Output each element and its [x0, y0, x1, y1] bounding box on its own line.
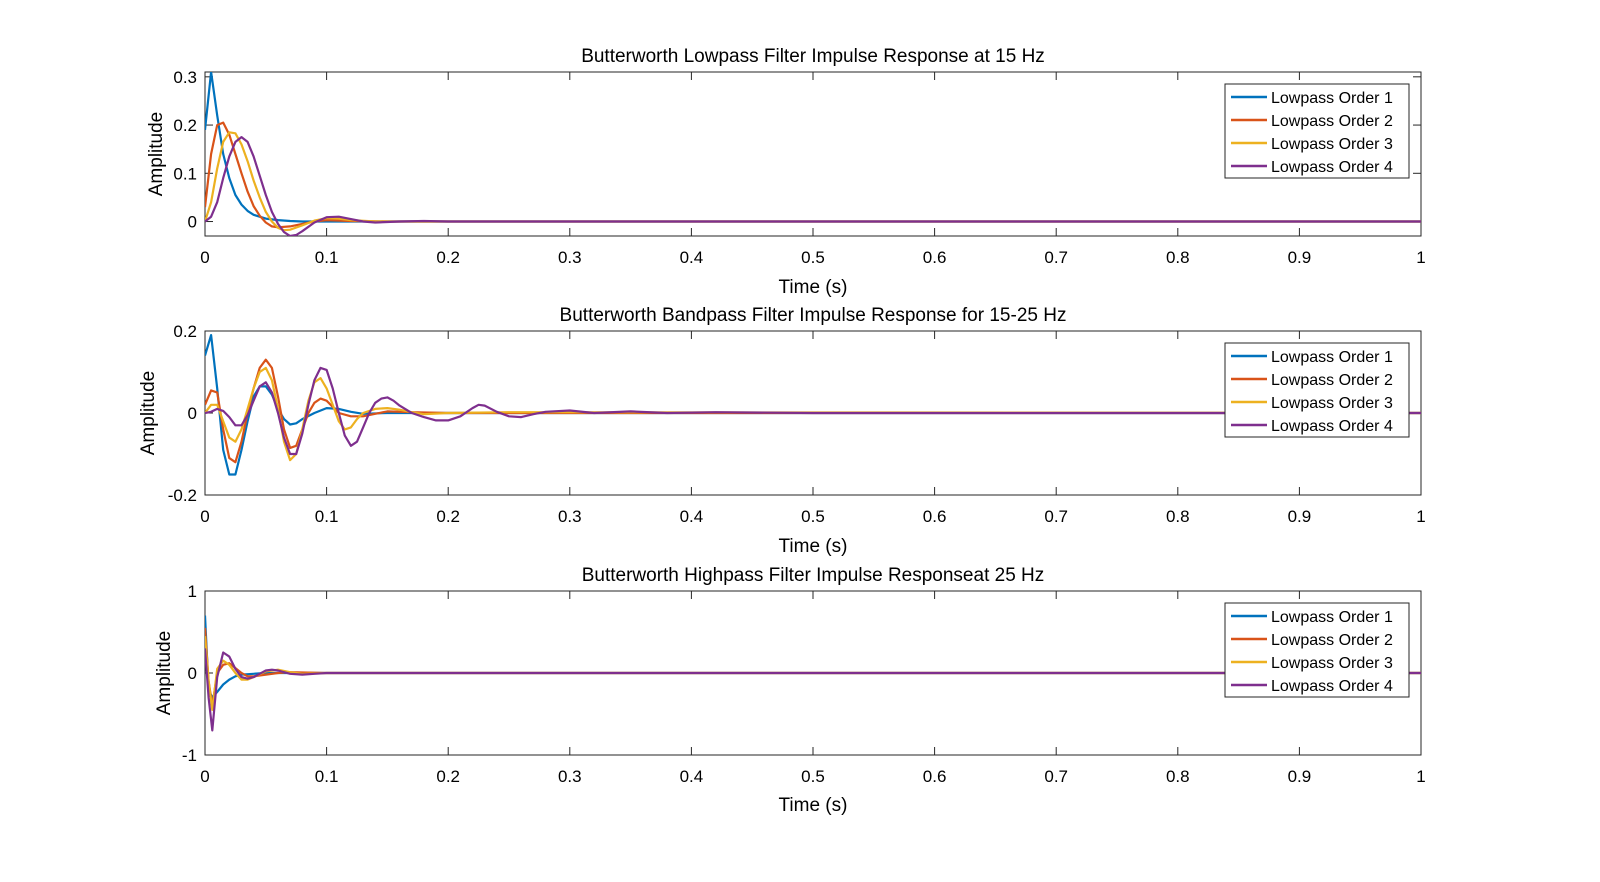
y-tick-label: 0.1	[173, 164, 197, 183]
legend-entry-label: Lowpass Order 2	[1271, 113, 1393, 130]
x-tick-label: 0.4	[680, 767, 704, 786]
x-tick-label: 0	[200, 767, 209, 786]
series-line-order-2	[205, 358, 1421, 464]
y-tick-label: 0.2	[173, 116, 197, 135]
legend-entry-label: Lowpass Order 4	[1271, 678, 1393, 695]
x-tick-label: 0.3	[558, 248, 582, 267]
x-tick-label: 1	[1416, 248, 1425, 267]
x-tick-label: 0.7	[1044, 248, 1068, 267]
x-axis-label: Time (s)	[779, 277, 848, 298]
chart-title: Butterworth Highpass Filter Impulse Resp…	[582, 565, 1045, 586]
x-tick-label: 0.3	[558, 507, 582, 526]
x-tick-label: 0.8	[1166, 507, 1190, 526]
x-tick-label: 0	[200, 248, 209, 267]
x-tick-label: 0.2	[436, 767, 460, 786]
legend-entry-label: Lowpass Order 2	[1271, 372, 1393, 389]
x-tick-label: 0.1	[315, 767, 339, 786]
plot-area	[204, 71, 1422, 237]
y-axis-label: Amplitude	[138, 371, 159, 456]
y-tick-label: 0.2	[173, 322, 197, 341]
x-tick-label: 0.7	[1044, 507, 1068, 526]
legend-entry-label: Lowpass Order 4	[1271, 159, 1393, 176]
legend: Lowpass Order 1 Lowpass Order 2 Lowpass Or…	[1224, 602, 1410, 698]
y-tick-label: 0.3	[173, 68, 197, 87]
subplot-bandpass: 0 0.1 0.2 0.3 0.4 0.5 0.6 0.7 0.8 0.9 1-0.200.2But…	[138, 305, 1426, 557]
x-axis-label: Time (s)	[779, 536, 848, 557]
y-tick-label: 1	[188, 582, 197, 601]
x-tick-label: 0	[200, 507, 209, 526]
chart-title: Butterworth Bandpass Filter Impulse Resp…	[560, 305, 1067, 326]
y-tick-label: 0	[188, 404, 197, 423]
subplot-highpass: 0 0.1 0.2 0.3 0.4 0.5 0.6 0.7 0.8 0.9 1-101Butterw…	[154, 565, 1426, 816]
x-tick-label: 0.9	[1288, 767, 1312, 786]
series-line-order-4	[205, 136, 1421, 236]
x-tick-label: 1	[1416, 507, 1425, 526]
legend-entry-label: Lowpass Order 3	[1271, 136, 1393, 153]
x-tick-label: 0.8	[1166, 767, 1190, 786]
legend-entry-label: Lowpass Order 2	[1271, 632, 1393, 649]
legend-entry-label: Lowpass Order 4	[1271, 418, 1393, 435]
x-tick-label: 1	[1416, 767, 1425, 786]
y-tick-label: -1	[182, 746, 197, 765]
x-tick-label: 0.1	[315, 248, 339, 267]
legend-box	[1224, 83, 1410, 179]
subplot-lowpass: 0 0.1 0.2 0.3 0.4 0.5 0.6 0.7 0.8 0.9 1 0 0.1 0.2 0.3 B…	[146, 46, 1426, 298]
legend-entry-label: Lowpass Order 1	[1271, 609, 1393, 626]
series-line-order-2	[205, 121, 1421, 229]
y-tick-label: 0	[188, 664, 197, 683]
x-tick-label: 0.9	[1288, 248, 1312, 267]
legend-entry-label: Lowpass Order 1	[1271, 349, 1393, 366]
legend-entry-label: Lowpass Order 1	[1271, 90, 1393, 107]
x-tick-label: 0.6	[923, 767, 947, 786]
y-axis-label: Amplitude	[146, 112, 167, 197]
x-tick-label: 0.4	[680, 507, 704, 526]
x-tick-label: 0.6	[923, 248, 947, 267]
x-axis-label: Time (s)	[779, 795, 848, 816]
x-tick-label: 0.7	[1044, 767, 1068, 786]
x-tick-label: 0.9	[1288, 507, 1312, 526]
legend-box	[1224, 602, 1410, 698]
legend-box	[1224, 342, 1410, 438]
y-tick-label: -0.2	[168, 486, 197, 505]
x-tick-label: 0.3	[558, 767, 582, 786]
legend: Lowpass Order 1 Lowpass Order 2 Lowpass Or…	[1224, 342, 1410, 438]
x-tick-label: 0.5	[801, 248, 825, 267]
x-tick-label: 0.5	[801, 767, 825, 786]
y-tick-label: 0	[188, 213, 197, 232]
series-line-order-4	[205, 366, 1421, 456]
chart-title: Butterworth Lowpass Filter Impulse Respo…	[581, 46, 1045, 67]
y-axis-label: Amplitude	[154, 631, 175, 716]
legend-entry-label: Lowpass Order 3	[1271, 395, 1393, 412]
x-tick-label: 0.6	[923, 507, 947, 526]
series-line-order-3	[205, 636, 1421, 711]
x-tick-label: 0.2	[436, 507, 460, 526]
series-line-order-3	[205, 131, 1421, 232]
x-tick-label: 0.8	[1166, 248, 1190, 267]
x-tick-label: 0.1	[315, 507, 339, 526]
legend-entry-label: Lowpass Order 3	[1271, 655, 1393, 672]
series-line-order-4	[205, 648, 1421, 732]
legend: Lowpass Order 1 Lowpass Order 2 Lowpass Or…	[1224, 83, 1410, 179]
x-tick-label: 0.2	[436, 248, 460, 267]
x-tick-label: 0.5	[801, 507, 825, 526]
x-tick-label: 0.4	[680, 248, 704, 267]
